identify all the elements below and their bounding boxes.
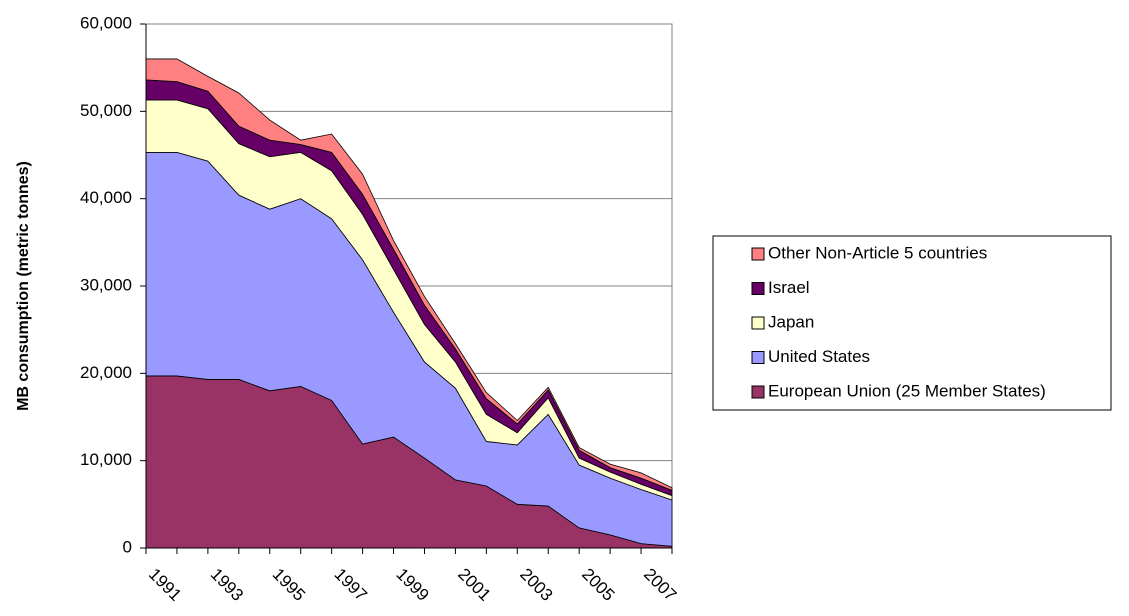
legend-label: Japan	[768, 312, 814, 331]
y-tick-label: 20,000	[80, 363, 132, 382]
y-tick-label: 30,000	[80, 275, 132, 294]
x-tick-label: 1997	[331, 565, 371, 605]
legend-swatch	[751, 247, 765, 261]
x-tick-label: 1993	[207, 565, 247, 605]
x-tick-label: 1995	[269, 565, 309, 605]
y-tick-label: 60,000	[80, 13, 132, 32]
legend-box	[712, 235, 1112, 411]
x-tick-label: 2007	[640, 565, 680, 605]
y-tick-label: 10,000	[80, 450, 132, 469]
y-tick-label: 50,000	[80, 101, 132, 120]
legend-label: Israel	[768, 278, 810, 297]
legend-label: United States	[768, 347, 870, 366]
y-tick-label: 0	[123, 537, 132, 556]
legend-swatch	[751, 282, 765, 295]
area	[145, 58, 673, 491]
x-tick-label: 2001	[454, 565, 494, 605]
x-tick-label: 2003	[516, 565, 556, 605]
legend-swatch	[751, 351, 765, 364]
x-tick-label: 1991	[145, 565, 185, 605]
legend-swatch	[751, 316, 765, 330]
x-tick-label: 1999	[392, 565, 432, 605]
y-tick-label: 40,000	[80, 188, 132, 207]
legend-label: European Union (25 Member States)	[768, 381, 1046, 400]
x-tick-label: 2005	[578, 565, 618, 605]
legend-label: Other Non-Article 5 countries	[768, 243, 987, 262]
legend-swatch	[751, 385, 765, 399]
y-axis-label: MB consumption (metric tonnes)	[15, 161, 32, 411]
